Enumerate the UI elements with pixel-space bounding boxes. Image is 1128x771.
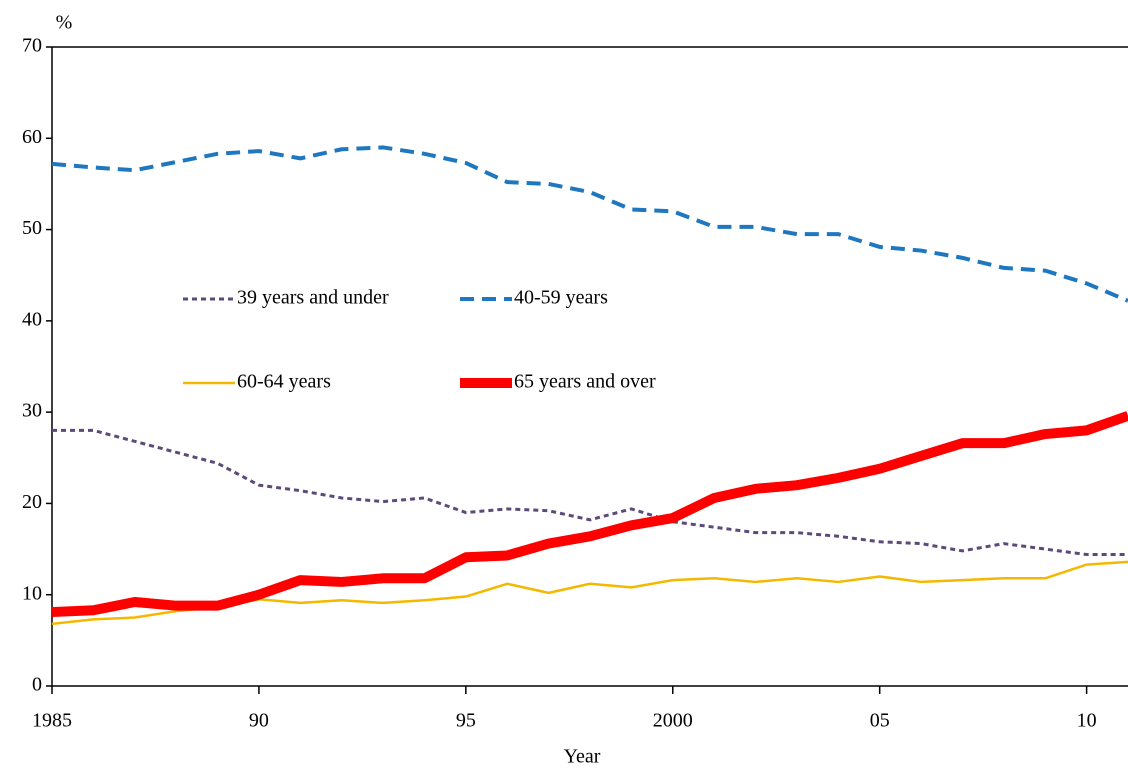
y-unit: %	[56, 12, 73, 34]
x-tick-label: 95	[456, 710, 476, 732]
legend-label: 40-59 years	[514, 287, 608, 309]
x-tick-label: 1985	[32, 710, 72, 732]
x-axis-label: Year	[564, 746, 601, 768]
y-tick-label: 20	[22, 491, 42, 513]
legend-label: 39 years and under	[237, 287, 389, 309]
y-tick-label: 0	[32, 674, 42, 696]
y-tick-label: 40	[22, 308, 42, 330]
legend-label: 65 years and over	[514, 371, 656, 393]
y-tick-label: 30	[22, 400, 42, 422]
y-tick-label: 70	[22, 35, 42, 57]
series-line	[51, 560, 1128, 626]
series-line	[51, 145, 1128, 303]
y-tick-label: 60	[22, 126, 42, 148]
x-tick-label: 10	[1077, 710, 1097, 732]
x-tick-label: 90	[249, 710, 269, 732]
legend-label: 60-64 years	[237, 371, 331, 393]
series-line	[52, 428, 1128, 557]
series-line	[51, 411, 1128, 618]
y-tick-label: 50	[22, 217, 42, 239]
y-tick-label: 10	[22, 582, 42, 604]
x-tick-label: 2000	[653, 710, 693, 732]
x-tick-label: 05	[870, 710, 890, 732]
